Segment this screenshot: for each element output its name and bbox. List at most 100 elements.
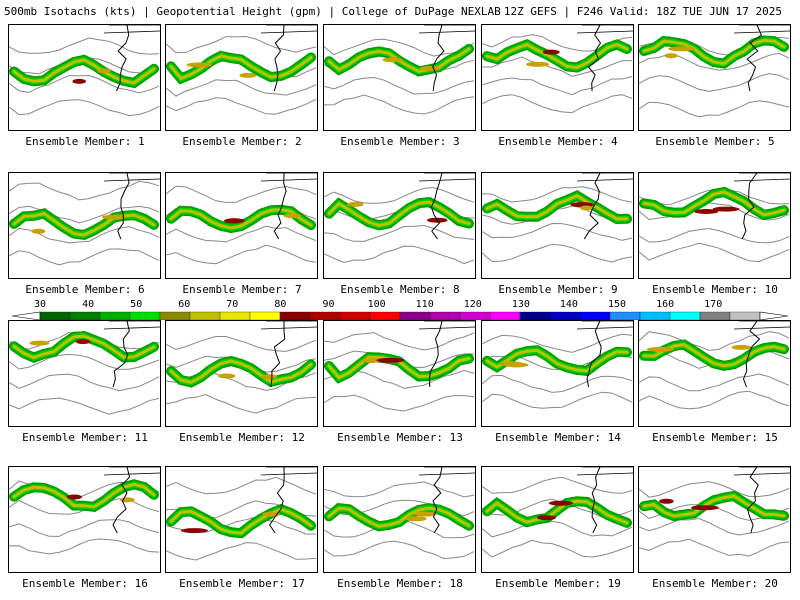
wind-maximum: [525, 61, 550, 67]
map-plot: [482, 25, 633, 114]
isotach-colorbar: 30 40 50 60 70 80 90 100 110 120 130 140 150 160 170: [11, 299, 789, 320]
coastline: [273, 173, 287, 240]
coastline: [741, 173, 758, 240]
jet-band: [485, 42, 629, 70]
height-contour: [324, 224, 475, 242]
map-plot: [166, 467, 317, 561]
colorbar-label: 140: [560, 299, 578, 310]
colorbar-left-arrow: [11, 311, 41, 320]
wind-maximum: [580, 205, 593, 211]
ensemble-panel-7: [165, 172, 318, 279]
jet-band: [12, 334, 156, 360]
coastline: [273, 25, 285, 92]
colorbar-label: 50: [130, 299, 142, 310]
colorbar-label: 60: [178, 299, 190, 310]
wind-maximum: [542, 49, 560, 55]
coastline: [117, 173, 130, 240]
colorbar-segment: [129, 311, 161, 320]
wind-maximum: [347, 201, 364, 207]
height-contour: [639, 242, 790, 263]
wind-maximum: [31, 228, 46, 234]
ensemble-panel-20: [638, 466, 791, 573]
height-contour: [639, 481, 790, 498]
height-contour: [482, 519, 633, 538]
political-border: [418, 25, 475, 34]
coastline: [116, 25, 130, 92]
panel-caption: Ensemble Member: 7: [182, 283, 302, 296]
wind-maximum: [548, 500, 574, 506]
jet-band: [169, 359, 313, 384]
coastline: [586, 321, 602, 388]
ensemble-panel-19: [481, 466, 634, 573]
map-plot: [166, 173, 317, 265]
height-contour: [324, 540, 475, 560]
panel-caption: Ensemble Member: 12: [179, 431, 305, 444]
coastline: [270, 321, 286, 388]
map-plot: [639, 25, 790, 118]
height-contour: [166, 185, 317, 203]
height-contour: [166, 225, 317, 243]
height-contour: [482, 391, 633, 409]
height-contour: [166, 79, 317, 97]
height-contour: [482, 76, 633, 96]
height-contour: [482, 374, 633, 393]
wind-maximum: [101, 214, 127, 220]
ensemble-panel-16: [8, 466, 161, 573]
political-border: [576, 25, 633, 34]
colorbar-segment: [639, 311, 671, 320]
panel-caption: Ensemble Member: 19: [495, 577, 621, 590]
wind-maximum: [668, 46, 695, 52]
colorbar-label: 110: [416, 299, 434, 310]
coastline: [591, 467, 601, 534]
wind-maximum: [180, 528, 208, 534]
height-contour: [324, 332, 475, 351]
ensemble-panel-12: [165, 320, 318, 427]
coastline: [432, 25, 445, 92]
colorbar-label: 150: [608, 299, 626, 310]
panel-caption: Ensemble Member: 17: [179, 577, 305, 590]
jet-band: [642, 494, 786, 518]
height-contour: [482, 539, 633, 558]
map-plot: [324, 467, 475, 560]
wind-maximum: [691, 505, 719, 511]
colorbar-label: 90: [322, 299, 334, 310]
panel-caption: Ensemble Member: 6: [25, 283, 145, 296]
political-border: [260, 467, 317, 476]
political-border: [733, 173, 790, 182]
height-contour: [9, 373, 160, 392]
height-contour: [166, 35, 317, 54]
height-contour: [9, 538, 160, 555]
map-plot: [482, 173, 633, 263]
colorbar-label: 80: [274, 299, 286, 310]
colorbar-segment: [549, 311, 581, 320]
height-contour: [9, 248, 160, 266]
colorbar-segment: [99, 311, 131, 320]
map-plot: [324, 173, 475, 265]
colorbar-right-arrow: [759, 311, 789, 320]
wind-maximum: [376, 357, 405, 363]
coastline: [742, 321, 761, 388]
height-contour: [639, 227, 790, 244]
map-plot: [639, 467, 790, 557]
jet-band: [485, 348, 629, 373]
ensemble-panel-2: [165, 24, 318, 131]
jet-band: [12, 482, 156, 509]
jet-band: [485, 499, 629, 525]
colorbar-segment: [429, 311, 461, 320]
wind-maximum: [659, 498, 674, 504]
colorbar-segment: [279, 311, 311, 320]
map-plot: [9, 25, 160, 117]
colorbar-label: 170: [704, 299, 722, 310]
wind-maximum: [283, 213, 301, 219]
political-border: [103, 25, 160, 34]
height-contour: [9, 519, 160, 537]
ensemble-panel-8: [323, 172, 476, 279]
map-plot: [324, 25, 475, 115]
wind-maximum: [97, 68, 111, 74]
political-border: [576, 173, 633, 182]
height-contour: [9, 74, 160, 94]
map-plot: [166, 321, 317, 414]
colorbar-label: 160: [656, 299, 674, 310]
wind-maximum: [186, 62, 212, 68]
height-contour: [9, 180, 160, 201]
